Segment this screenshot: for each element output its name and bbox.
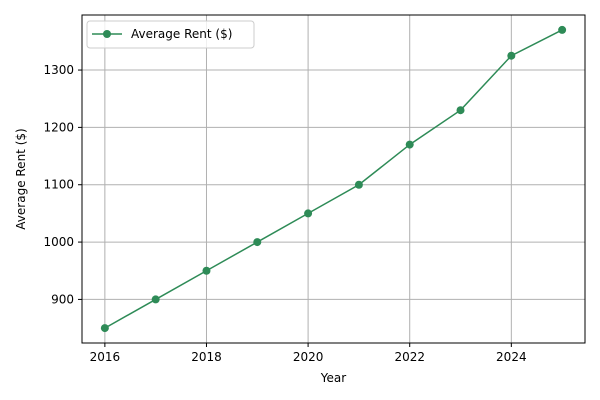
y-tick-label: 900	[51, 292, 74, 306]
legend-marker-swatch	[103, 30, 111, 38]
data-point-marker	[202, 266, 211, 275]
x-tick-label: 2016	[90, 350, 121, 364]
y-tick-label: 1000	[43, 235, 74, 249]
legend-box	[86, 20, 255, 49]
legend: Average Rent ($)	[86, 20, 255, 49]
y-tick-label: 1200	[43, 120, 74, 134]
axis-ticks: 2016 2018 2020 2022 2024 900 1000 1100 1200 1300	[43, 63, 526, 364]
plot-area-frame	[81, 14, 586, 344]
data-point-marker	[304, 209, 313, 218]
x-tick-label: 2018	[191, 350, 222, 364]
data-point-marker	[507, 51, 516, 60]
x-axis-label: Year	[320, 371, 346, 385]
y-tick-label: 1300	[43, 63, 74, 77]
data-point-marker	[151, 295, 160, 304]
data-point-marker	[253, 238, 262, 247]
data-point-marker	[405, 140, 414, 149]
x-tick-label: 2020	[293, 350, 324, 364]
y-tick-label: 1100	[43, 178, 74, 192]
grid-lines	[82, 15, 585, 343]
legend-label: Average Rent ($)	[131, 27, 232, 41]
data-point-marker	[100, 324, 109, 333]
series-layer	[100, 25, 567, 333]
x-tick-label: 2024	[496, 350, 527, 364]
data-point-marker	[456, 106, 465, 115]
series-line	[104, 29, 563, 329]
data-point-marker	[354, 180, 363, 189]
x-tick-label: 2022	[394, 350, 425, 364]
data-point-marker	[558, 25, 567, 34]
y-axis-label: Average Rent ($)	[14, 128, 28, 229]
